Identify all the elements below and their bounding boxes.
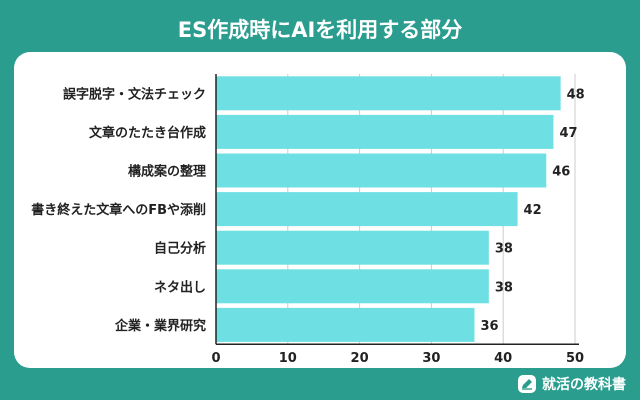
bar-4 [216, 230, 489, 265]
value-label-2: 46 [552, 165, 570, 180]
chart-title: ES作成時にAIを利用する部分 [177, 18, 463, 42]
x-tick-label-5: 50 [566, 351, 584, 366]
pencil-icon [518, 375, 536, 393]
x-tick-label-3: 30 [422, 351, 440, 366]
category-label-0: 誤字脱字・文法チェック [63, 86, 206, 102]
bar-6 [216, 307, 475, 342]
category-label-1: 文章のたたき台作成 [89, 125, 206, 141]
bar-0 [216, 76, 561, 111]
category-label-4: 自己分析 [154, 241, 206, 257]
value-label-1: 47 [559, 126, 577, 141]
category-label-2: 構成案の整理 [128, 164, 206, 180]
bar-3 [216, 192, 518, 227]
brand-footer: 就活の教科書 [518, 374, 626, 394]
category-label-5: ネタ出し [154, 279, 206, 295]
category-label-3: 書き終えた文章へのFBや添削 [31, 202, 206, 218]
x-tick-label-1: 10 [279, 351, 297, 366]
category-label-6: 企業・業界研究 [114, 318, 206, 334]
x-tick-label-0: 0 [211, 351, 220, 366]
x-tick-label-4: 40 [494, 351, 512, 366]
value-label-4: 38 [495, 242, 513, 257]
value-label-3: 42 [524, 203, 542, 218]
brand-name: 就活の教科書 [542, 377, 626, 393]
bar-1 [216, 114, 554, 149]
value-label-5: 38 [495, 280, 513, 295]
value-label-0: 48 [567, 87, 585, 102]
value-label-6: 36 [480, 319, 498, 334]
bar-5 [216, 269, 489, 304]
bar-2 [216, 153, 547, 188]
x-tick-label-2: 20 [351, 351, 369, 366]
